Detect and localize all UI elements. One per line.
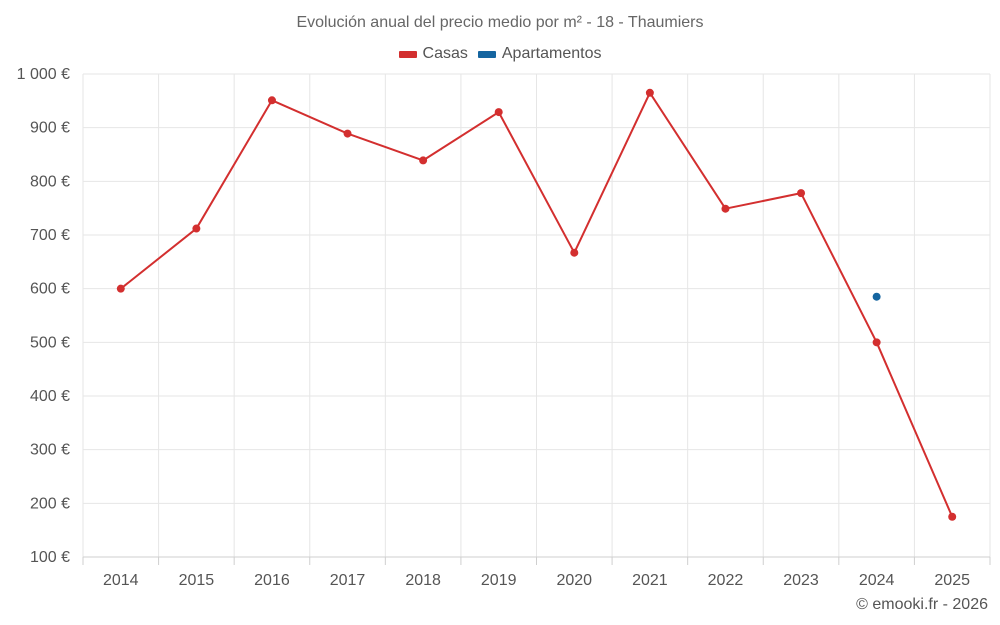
x-tick-label: 2018 <box>405 572 441 589</box>
x-tick-label: 2021 <box>632 572 668 589</box>
y-tick-label: 500 € <box>30 334 70 351</box>
x-tick-label: 2014 <box>103 572 139 589</box>
data-point-casas <box>116 284 125 293</box>
y-tick-label: 600 € <box>30 281 70 298</box>
data-point-casas <box>797 189 806 198</box>
data-point-casas <box>570 248 579 257</box>
y-tick-label: 300 € <box>30 442 70 459</box>
data-point-casas <box>948 512 957 521</box>
x-tick-label: 2025 <box>934 572 970 589</box>
data-point-casas <box>872 338 881 347</box>
legend-label-casas: Casas <box>422 45 468 62</box>
y-tick-label: 1 000 € <box>17 66 70 83</box>
y-tick-label: 200 € <box>30 495 70 512</box>
x-tick-label: 2024 <box>859 572 895 589</box>
legend-item-casas[interactable]: Casas <box>398 45 468 63</box>
legend-swatch-casas <box>398 50 417 58</box>
legend-label-apartamentos: Apartamentos <box>501 45 602 62</box>
x-tick-label: 2023 <box>783 572 819 589</box>
x-tick-label: 2015 <box>179 572 215 589</box>
data-point-casas <box>267 96 276 105</box>
data-point-casas <box>721 204 730 213</box>
data-point-casas <box>343 129 352 138</box>
legend-item-apartamentos[interactable]: Apartamentos <box>477 45 602 63</box>
legend-swatch-apartamentos <box>477 50 496 58</box>
x-tick-label: 2019 <box>481 572 517 589</box>
x-tick-label: 2020 <box>556 572 592 589</box>
y-tick-label: 100 € <box>30 549 70 566</box>
data-point-casas <box>494 108 503 117</box>
y-tick-label: 800 € <box>30 173 70 190</box>
y-tick-label: 700 € <box>30 227 70 244</box>
x-tick-label: 2022 <box>708 572 744 589</box>
credit-text: © emooki.fr - 2026 <box>856 596 988 613</box>
series-line-casas <box>120 91 954 518</box>
data-point-casas <box>645 88 654 97</box>
data-point-apartamentos <box>872 292 881 301</box>
data-point-casas <box>419 156 428 165</box>
legend: Casas Apartamentos <box>0 45 1000 63</box>
y-tick-label: 900 € <box>30 120 70 137</box>
x-tick-label: 2016 <box>254 572 290 589</box>
data-point-casas <box>192 224 201 233</box>
chart-title: Evolución anual del precio medio por m² … <box>296 14 704 31</box>
y-tick-label: 400 € <box>30 388 70 405</box>
x-tick-label: 2017 <box>330 572 366 589</box>
